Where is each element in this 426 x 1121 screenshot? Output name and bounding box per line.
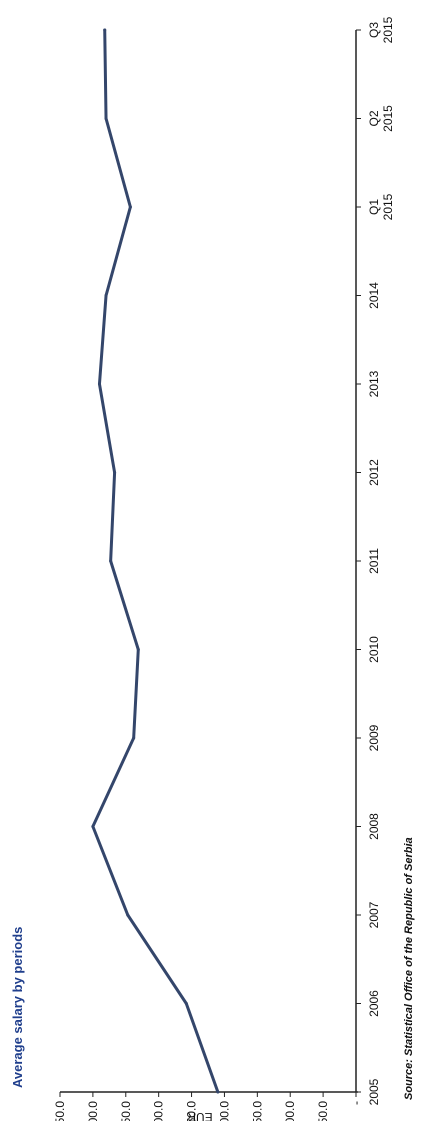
- x-tick-label: 2011: [367, 548, 381, 574]
- y-tick-label: 450.0: [53, 1101, 67, 1121]
- x-tick-label: 2015: [381, 105, 395, 132]
- data-point: [216, 1090, 220, 1094]
- x-tick-label: 2005: [367, 1078, 381, 1105]
- x-tick-label: 2013: [367, 370, 381, 397]
- data-point: [109, 559, 113, 563]
- data-point: [113, 471, 117, 474]
- data-points: [91, 28, 220, 1094]
- x-tick-label: Q2: [367, 110, 381, 126]
- chart-source-group: Source: Statistical Office of the Republ…: [403, 837, 415, 1100]
- y-tick-label: 400.0: [86, 1101, 100, 1121]
- data-point: [132, 736, 136, 740]
- x-tick-label: Q3: [367, 22, 381, 38]
- data-point: [97, 382, 101, 386]
- data-point: [184, 1002, 188, 1005]
- y-axis-label: EUR: [187, 1110, 213, 1121]
- y-tick-label: 350.0: [119, 1101, 133, 1121]
- x-tick-label: 2008: [367, 813, 381, 840]
- y-axis-label-group: EUR: [187, 1110, 213, 1121]
- y-ticks: - 50.0 100.0 150.0 200.0 250.0 300.0 350.0 400.0…: [53, 1092, 363, 1121]
- y-tick-label: 100.0: [283, 1101, 297, 1121]
- x-ticks: 2005 2006 2007 2008 2009 2010 2011 2012 2013 2014…: [356, 16, 395, 1105]
- y-tick-label: 250.0: [185, 1101, 199, 1121]
- x-tick-label: 2010: [367, 636, 381, 663]
- data-point: [91, 825, 95, 828]
- y-tick-label: 200.0: [217, 1101, 231, 1121]
- x-tick-label: 2007: [367, 901, 381, 928]
- y-tick-label: 50.0: [316, 1101, 330, 1121]
- chart-source: Source: Statistical Office of the Republ…: [403, 837, 415, 1100]
- y-tick-label: -: [349, 1101, 363, 1105]
- x-tick-label: 2012: [367, 459, 381, 486]
- data-point: [104, 294, 108, 297]
- chart-title-group: Average salary by periods: [10, 927, 25, 1088]
- x-tick-label: 2015: [381, 16, 395, 43]
- y-tick-label: 150.0: [250, 1101, 264, 1121]
- x-tick-label: 2015: [381, 193, 395, 220]
- x-tick-label: 2009: [367, 724, 381, 751]
- x-tick-label: 2014: [367, 282, 381, 309]
- data-point: [104, 117, 108, 120]
- data-point: [103, 28, 107, 32]
- y-tick-label: 300.0: [152, 1101, 166, 1121]
- data-point: [126, 913, 130, 917]
- x-tick-label: Q1: [367, 199, 381, 215]
- chart-title: Average salary by periods: [10, 927, 25, 1088]
- x-tick-label: 2006: [367, 990, 381, 1017]
- data-point: [136, 648, 140, 651]
- data-point: [128, 205, 132, 209]
